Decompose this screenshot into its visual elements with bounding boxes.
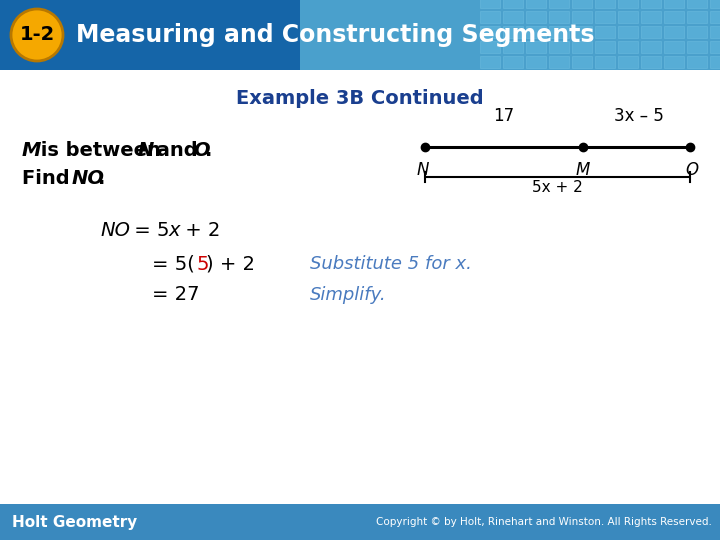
FancyBboxPatch shape xyxy=(595,56,615,68)
FancyBboxPatch shape xyxy=(664,0,684,8)
FancyBboxPatch shape xyxy=(641,56,661,68)
Text: M: M xyxy=(22,140,41,159)
Text: Copyright © by Holt, Rinehart and Winston. All Rights Reserved.: Copyright © by Holt, Rinehart and Winsto… xyxy=(376,517,712,527)
Text: O: O xyxy=(193,140,210,159)
FancyBboxPatch shape xyxy=(572,56,592,68)
FancyBboxPatch shape xyxy=(526,0,546,8)
Text: .: . xyxy=(205,140,212,159)
FancyBboxPatch shape xyxy=(549,11,569,23)
FancyBboxPatch shape xyxy=(595,41,615,53)
FancyBboxPatch shape xyxy=(710,11,720,23)
FancyBboxPatch shape xyxy=(572,11,592,23)
Text: ) + 2: ) + 2 xyxy=(206,254,255,273)
FancyBboxPatch shape xyxy=(0,0,300,70)
Text: = 5(: = 5( xyxy=(152,254,194,273)
FancyBboxPatch shape xyxy=(572,26,592,38)
FancyBboxPatch shape xyxy=(710,26,720,38)
Text: N: N xyxy=(417,161,429,179)
Text: and: and xyxy=(150,140,204,159)
Text: M: M xyxy=(576,161,590,179)
Text: + 2: + 2 xyxy=(179,220,220,240)
FancyBboxPatch shape xyxy=(710,56,720,68)
FancyBboxPatch shape xyxy=(687,56,707,68)
Text: Find: Find xyxy=(22,168,76,187)
FancyBboxPatch shape xyxy=(687,11,707,23)
FancyBboxPatch shape xyxy=(641,41,661,53)
FancyBboxPatch shape xyxy=(710,41,720,53)
FancyBboxPatch shape xyxy=(480,56,500,68)
Text: Holt Geometry: Holt Geometry xyxy=(12,515,138,530)
FancyBboxPatch shape xyxy=(710,0,720,8)
FancyBboxPatch shape xyxy=(618,41,638,53)
Text: = 27: = 27 xyxy=(152,286,199,305)
FancyBboxPatch shape xyxy=(0,0,720,70)
FancyBboxPatch shape xyxy=(641,11,661,23)
Text: NO: NO xyxy=(100,220,130,240)
Circle shape xyxy=(11,9,63,61)
FancyBboxPatch shape xyxy=(549,56,569,68)
FancyBboxPatch shape xyxy=(503,11,523,23)
FancyBboxPatch shape xyxy=(503,0,523,8)
Text: O: O xyxy=(685,161,698,179)
Text: Substitute 5 for x.: Substitute 5 for x. xyxy=(310,255,472,273)
FancyBboxPatch shape xyxy=(664,56,684,68)
FancyBboxPatch shape xyxy=(595,11,615,23)
FancyBboxPatch shape xyxy=(687,0,707,8)
FancyBboxPatch shape xyxy=(572,0,592,8)
FancyBboxPatch shape xyxy=(480,11,500,23)
Text: N: N xyxy=(138,140,154,159)
FancyBboxPatch shape xyxy=(526,26,546,38)
FancyBboxPatch shape xyxy=(618,0,638,8)
FancyBboxPatch shape xyxy=(503,26,523,38)
FancyBboxPatch shape xyxy=(618,26,638,38)
Text: Example 3B Continued: Example 3B Continued xyxy=(236,89,484,107)
Text: = 5: = 5 xyxy=(128,220,169,240)
FancyBboxPatch shape xyxy=(503,56,523,68)
FancyBboxPatch shape xyxy=(526,11,546,23)
FancyBboxPatch shape xyxy=(641,0,661,8)
Text: 5x + 2: 5x + 2 xyxy=(532,180,583,195)
FancyBboxPatch shape xyxy=(480,41,500,53)
Text: 1-2: 1-2 xyxy=(19,25,55,44)
FancyBboxPatch shape xyxy=(618,11,638,23)
Text: .: . xyxy=(98,168,105,187)
FancyBboxPatch shape xyxy=(549,26,569,38)
Text: 17: 17 xyxy=(493,107,515,125)
Text: x: x xyxy=(168,220,179,240)
Text: is between: is between xyxy=(34,140,168,159)
FancyBboxPatch shape xyxy=(526,41,546,53)
FancyBboxPatch shape xyxy=(618,56,638,68)
Text: Simplify.: Simplify. xyxy=(310,286,387,304)
FancyBboxPatch shape xyxy=(687,26,707,38)
FancyBboxPatch shape xyxy=(503,41,523,53)
FancyBboxPatch shape xyxy=(664,26,684,38)
FancyBboxPatch shape xyxy=(641,26,661,38)
Text: Measuring and Constructing Segments: Measuring and Constructing Segments xyxy=(76,23,595,47)
FancyBboxPatch shape xyxy=(595,0,615,8)
FancyBboxPatch shape xyxy=(526,56,546,68)
FancyBboxPatch shape xyxy=(0,504,720,540)
FancyBboxPatch shape xyxy=(687,41,707,53)
FancyBboxPatch shape xyxy=(595,26,615,38)
Text: NO: NO xyxy=(72,168,105,187)
FancyBboxPatch shape xyxy=(549,0,569,8)
FancyBboxPatch shape xyxy=(549,41,569,53)
Text: 5: 5 xyxy=(196,254,209,273)
FancyBboxPatch shape xyxy=(664,11,684,23)
FancyBboxPatch shape xyxy=(664,41,684,53)
Text: 3x – 5: 3x – 5 xyxy=(613,107,663,125)
FancyBboxPatch shape xyxy=(572,41,592,53)
FancyBboxPatch shape xyxy=(480,26,500,38)
FancyBboxPatch shape xyxy=(480,0,500,8)
